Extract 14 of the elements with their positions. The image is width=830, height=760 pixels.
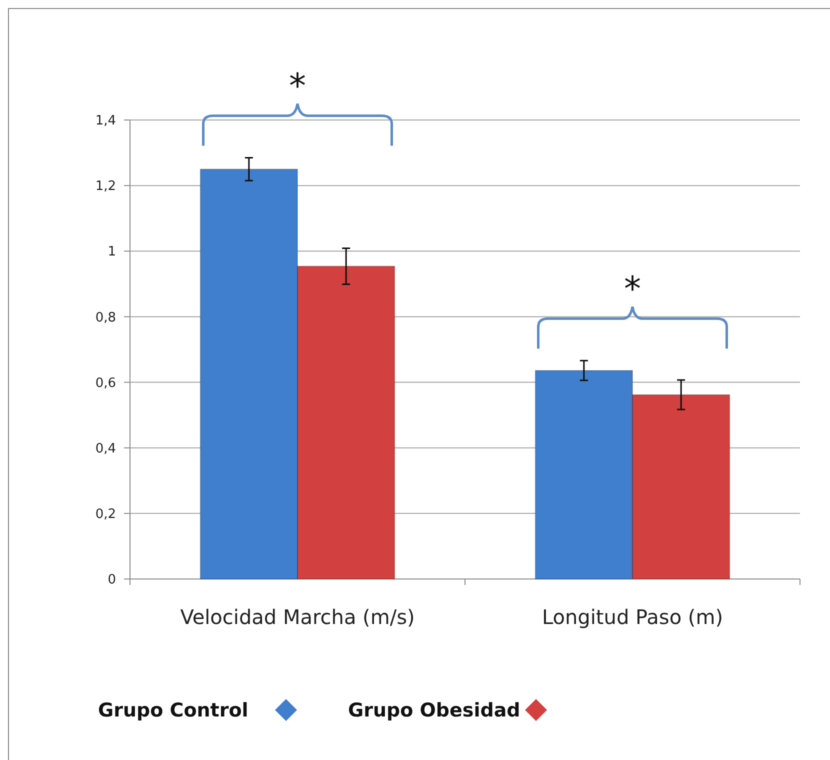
y-tick-label: 0,6 [95,376,116,391]
x-tick-label: Longitud Paso (m) [542,605,724,629]
legend-label: Grupo Obesidad [348,700,520,722]
y-tick-label: 0,2 [95,506,116,522]
y-tick-label: 0,8 [95,310,116,326]
y-tick-label: 0,4 [95,441,116,456]
y-tick-label: 0 [108,572,116,588]
y-tick-label: 1,4 [95,114,116,129]
annotation: * [624,270,641,310]
x-tick-label: Velocidad Marcha (m/s) [180,605,415,629]
y-tick-label: 1,2 [95,179,116,194]
legend-label: Grupo Control [98,700,248,722]
text: * [289,66,306,107]
y-tick-label: 1 [108,244,116,260]
